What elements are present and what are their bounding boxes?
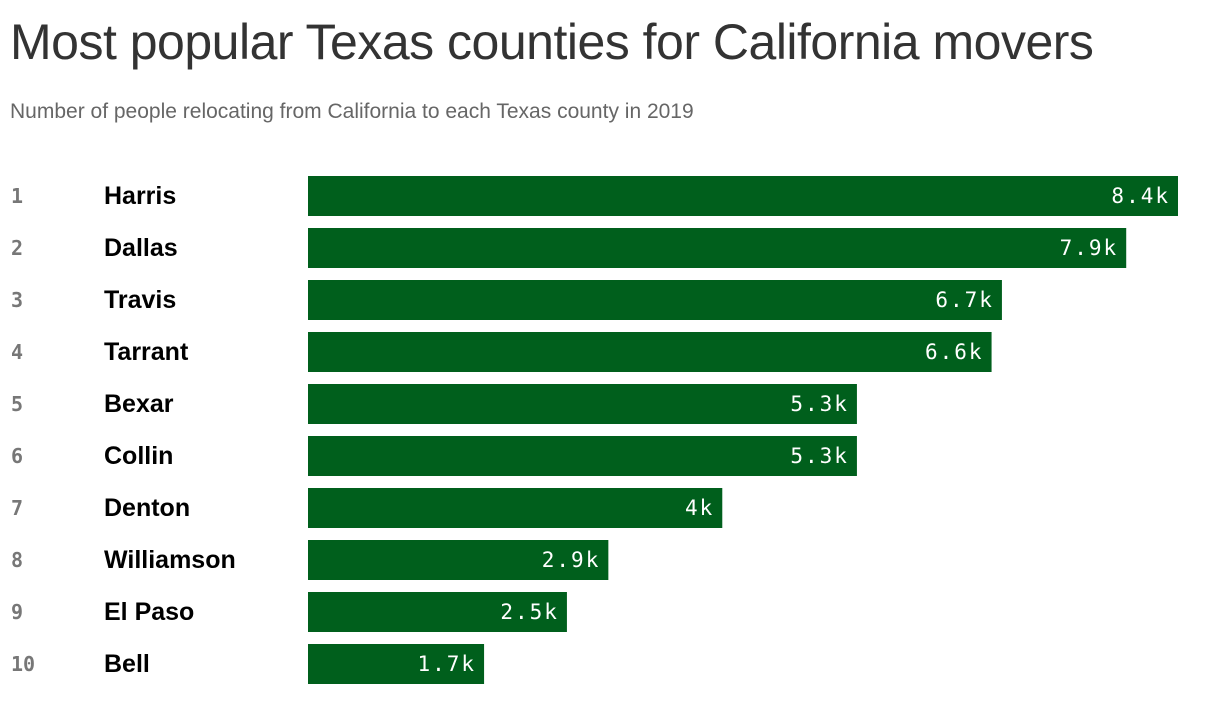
- rank-label: 7: [11, 496, 23, 520]
- value-label: 4k: [685, 496, 714, 520]
- county-label: Bell: [104, 650, 150, 678]
- county-label: Collin: [104, 442, 173, 470]
- value-label: 2.5k: [500, 600, 559, 624]
- county-label: Dallas: [104, 234, 178, 262]
- value-label: 5.3k: [790, 444, 849, 468]
- rank-label: 8: [11, 548, 23, 572]
- bar-dallas: [308, 228, 1127, 268]
- county-label: Travis: [104, 286, 176, 314]
- county-label: El Paso: [104, 598, 194, 626]
- bar-bell: [308, 644, 485, 684]
- chart-title: Most popular Texas counties for Californ…: [10, 14, 1094, 70]
- county-label: Williamson: [104, 546, 236, 574]
- bar-williamson: [308, 540, 609, 580]
- rank-label: 4: [11, 340, 23, 364]
- value-label: 8.4k: [1111, 184, 1170, 208]
- county-label: Tarrant: [104, 338, 189, 366]
- rank-label: 3: [11, 288, 23, 312]
- bar-tarrant: [308, 332, 992, 372]
- bar-bexar: [308, 384, 857, 424]
- county-label: Bexar: [104, 390, 174, 418]
- bar-denton: [308, 488, 723, 528]
- rank-label: 10: [11, 652, 35, 676]
- value-label: 5.3k: [790, 392, 849, 416]
- county-label: Denton: [104, 494, 190, 522]
- value-label: 6.7k: [935, 288, 994, 312]
- county-label: Harris: [104, 182, 176, 210]
- rank-label: 9: [11, 600, 23, 624]
- value-label: 1.7k: [417, 652, 476, 676]
- bar-el-paso: [308, 592, 567, 632]
- rank-label: 2: [11, 236, 23, 260]
- chart-subtitle: Number of people relocating from Califor…: [10, 100, 694, 123]
- bar-harris: [308, 176, 1178, 216]
- rank-label: 1: [11, 184, 23, 208]
- value-label: 6.6k: [925, 340, 984, 364]
- bar-collin: [308, 436, 857, 476]
- value-label: 2.9k: [542, 548, 601, 572]
- rank-label: 6: [11, 444, 23, 468]
- value-label: 7.9k: [1060, 236, 1119, 260]
- rank-label: 5: [11, 392, 23, 416]
- bar-travis: [308, 280, 1002, 320]
